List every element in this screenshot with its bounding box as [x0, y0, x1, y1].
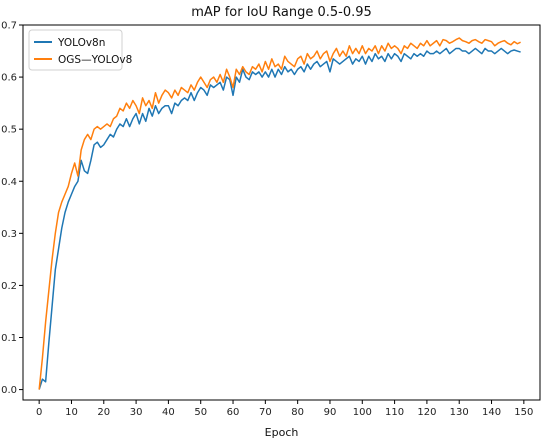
x-tick-label: 20 — [97, 407, 110, 418]
x-tick-label: 100 — [353, 407, 372, 418]
x-tick-label: 30 — [130, 407, 143, 418]
series-line-yolov8n — [38, 47, 521, 390]
x-tick-label: 120 — [417, 407, 436, 418]
y-tick-label: 0.0 — [1, 385, 17, 396]
x-tick-label: 10 — [65, 407, 78, 418]
plot-area — [38, 37, 521, 390]
chart-title: mAP for IoU Range 0.5-0.95 — [191, 5, 372, 20]
series-line-ogs-yolov8 — [38, 37, 521, 390]
legend-box — [28, 29, 123, 71]
x-tick-label: 90 — [324, 407, 337, 418]
x-axis: 0 10 20 30 40 50 60 70 80 90 100 110 120 130 140 150 — [36, 400, 533, 418]
y-tick-label: 0.4 — [1, 177, 17, 188]
y-axis: 0.0 0.1 0.2 0.3 0.4 0.5 0.6 0.7 — [1, 21, 23, 396]
x-tick-label: 50 — [194, 407, 207, 418]
legend: YOLOv8n OGS—YOLOv8 — [28, 29, 132, 71]
x-tick-label: 150 — [514, 407, 533, 418]
y-tick-label: 0.1 — [1, 333, 17, 344]
x-tick-label: 70 — [259, 407, 272, 418]
x-tick-label: 40 — [162, 407, 175, 418]
y-tick-label: 0.2 — [1, 281, 17, 292]
x-axis-label: Epoch — [265, 426, 299, 439]
y-tick-label: 0.5 — [1, 125, 17, 136]
legend-label: YOLOv8n — [57, 37, 105, 49]
x-tick-label: 140 — [482, 407, 501, 418]
legend-label: OGS—YOLOv8 — [58, 54, 132, 66]
y-tick-label: 0.6 — [1, 73, 17, 84]
y-tick-label: 0.7 — [1, 21, 17, 32]
y-tick-label: 0.3 — [1, 229, 17, 240]
x-tick-label: 130 — [450, 407, 469, 418]
plot-frame — [22, 24, 541, 401]
x-tick-label: 0 — [36, 407, 42, 418]
x-tick-label: 110 — [385, 407, 404, 418]
x-tick-label: 60 — [227, 407, 240, 418]
x-tick-label: 80 — [291, 407, 304, 418]
